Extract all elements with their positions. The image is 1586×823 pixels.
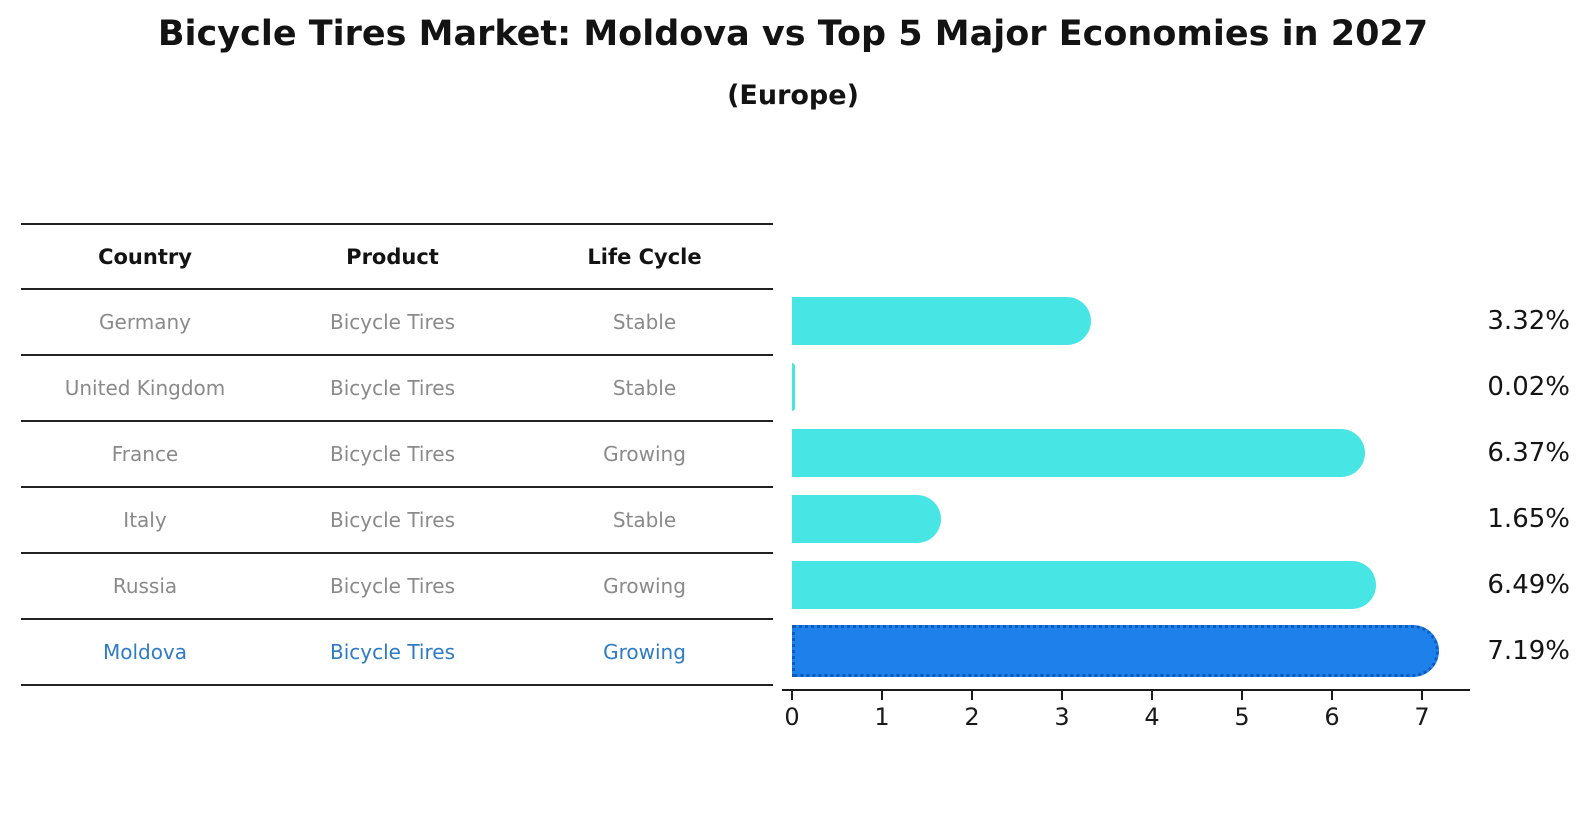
- table-row-united-kingdom: United Kingdom Bicycle Tires Stable: [21, 356, 773, 422]
- x-tick-mark-5: [1241, 691, 1243, 700]
- bar-moldova: [792, 625, 1440, 677]
- value-label-moldova: 7.19%: [1487, 636, 1570, 666]
- table-row-france: France Bicycle Tires Growing: [21, 422, 773, 488]
- x-tick-label-1: 1: [874, 703, 890, 731]
- x-tick-mark-1: [881, 691, 883, 700]
- x-axis-line: [782, 689, 1470, 691]
- bar-russia: [792, 561, 1377, 609]
- table-cell-country: Germany: [99, 310, 191, 334]
- bar-italy: [792, 495, 941, 543]
- x-tick-label-7: 7: [1414, 703, 1430, 731]
- table-cell-country: Moldova: [102, 640, 188, 664]
- table-row-russia: Russia Bicycle Tires Growing: [21, 554, 773, 620]
- x-tick-label-6: 6: [1324, 703, 1340, 731]
- x-tick-mark-3: [1061, 691, 1063, 700]
- bar-france: [792, 429, 1366, 477]
- x-tick-label-3: 3: [1054, 703, 1070, 731]
- table-cell-life-cycle: Stable: [612, 310, 677, 334]
- table-cell-life-cycle: Stable: [612, 508, 677, 532]
- table-cell-product: Bicycle Tires: [330, 376, 455, 400]
- x-tick-label-2: 2: [964, 703, 980, 731]
- x-tick-mark-6: [1331, 691, 1333, 700]
- table-cell-country: United Kingdom: [64, 376, 226, 400]
- table-row-moldova: Moldova Bicycle Tires Growing: [21, 620, 773, 686]
- value-label-germany: 3.32%: [1487, 306, 1570, 336]
- x-tick-mark-2: [971, 691, 973, 700]
- value-label-italy: 1.65%: [1487, 504, 1570, 534]
- value-label-united-kingdom: 0.02%: [1487, 372, 1570, 402]
- table-header-country: Country: [98, 244, 192, 269]
- table-cell-life-cycle: Stable: [612, 376, 677, 400]
- table-cell-product: Bicycle Tires: [330, 574, 455, 598]
- table-cell-life-cycle: Growing: [603, 574, 686, 598]
- table-cell-product: Bicycle Tires: [330, 442, 455, 466]
- value-label-france: 6.37%: [1487, 438, 1570, 468]
- country-table: Country Product Life Cycle Germany Bicycl…: [21, 223, 773, 686]
- bar-united-kingdom: [792, 363, 795, 411]
- table-cell-product: Bicycle Tires: [330, 640, 455, 664]
- table-header-product: Product: [346, 244, 439, 269]
- table-header-row: Country Product Life Cycle: [21, 223, 773, 290]
- x-tick-mark-7: [1421, 691, 1423, 700]
- table-cell-country: France: [111, 442, 179, 466]
- chart-title: Bicycle Tires Market: Moldova vs Top 5 M…: [157, 14, 1429, 54]
- x-tick-label-4: 4: [1144, 703, 1160, 731]
- x-tick-label-5: 5: [1234, 703, 1250, 731]
- chart-subtitle: (Europe): [727, 80, 859, 111]
- bar-germany: [792, 297, 1091, 345]
- table-cell-product: Bicycle Tires: [330, 508, 455, 532]
- table-header-life-cycle: Life Cycle: [587, 244, 702, 269]
- x-tick-mark-0: [791, 691, 793, 700]
- table-row-italy: Italy Bicycle Tires Stable: [21, 488, 773, 554]
- value-label-russia: 6.49%: [1487, 570, 1570, 600]
- table-body: Germany Bicycle Tires Stable United Kingdom…: [21, 290, 773, 686]
- x-tick-mark-4: [1151, 691, 1153, 700]
- table-cell-product: Bicycle Tires: [330, 310, 455, 334]
- table-cell-life-cycle: Growing: [603, 442, 686, 466]
- table-cell-life-cycle: Growing: [603, 640, 686, 664]
- table-row-germany: Germany Bicycle Tires Stable: [21, 290, 773, 356]
- x-tick-label-0: 0: [784, 703, 800, 731]
- table-cell-country: Italy: [123, 508, 167, 532]
- table-cell-country: Russia: [112, 574, 178, 598]
